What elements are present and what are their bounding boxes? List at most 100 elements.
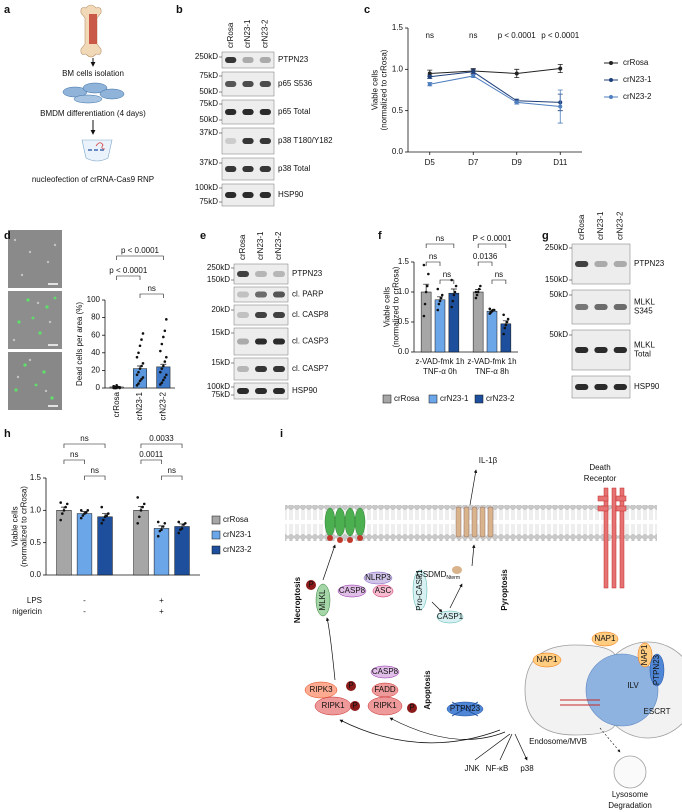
- annotation: 0.0011: [139, 450, 163, 459]
- blot-band: [237, 312, 249, 318]
- blot-band: [594, 384, 608, 390]
- condition-level: -: [83, 596, 86, 605]
- data-point: [59, 501, 62, 504]
- blot-band: [255, 291, 267, 298]
- data-point: [475, 293, 479, 297]
- data-point: [424, 290, 428, 294]
- blot-band: [242, 81, 254, 87]
- annotation: ns: [147, 284, 155, 293]
- data-point: [436, 287, 440, 291]
- diagram-label: Receptor: [584, 474, 617, 483]
- blot-band: [225, 57, 237, 63]
- data-point: [558, 66, 563, 71]
- data-point: [163, 521, 167, 525]
- data-point: [100, 521, 104, 525]
- blot-band: [273, 312, 285, 318]
- blot-band: [273, 271, 285, 277]
- data-point: [81, 514, 85, 517]
- data-point: [159, 370, 162, 374]
- x-tick-label: z-VAD-fmk 1h: [415, 357, 464, 366]
- data-point: [165, 355, 168, 359]
- data-point: [425, 284, 429, 288]
- data-point: [163, 376, 167, 379]
- blot-band: [237, 366, 249, 372]
- data-point: [84, 510, 88, 514]
- y-tick-label: 60: [91, 330, 100, 339]
- data-point: [504, 323, 508, 327]
- data-point: [471, 73, 476, 78]
- blot-band: [225, 138, 237, 144]
- diagram-label: Pyroptosis: [500, 569, 509, 611]
- y-axis-label: Viable cells: [11, 506, 20, 546]
- comparison-bracket: [139, 293, 164, 298]
- data-point: [141, 505, 144, 509]
- data-point: [427, 82, 432, 87]
- mw-marker: 50kD: [199, 87, 218, 96]
- legend-swatch: [211, 545, 221, 555]
- data-point: [450, 305, 453, 309]
- data-point: [427, 272, 430, 276]
- panel-label: g: [542, 230, 549, 242]
- series-line: [429, 71, 561, 103]
- data-point: [79, 509, 83, 512]
- condition-label: nigericin: [12, 607, 42, 616]
- comparison-bracket: [425, 261, 441, 266]
- bar: [156, 366, 171, 389]
- bar: [76, 513, 93, 576]
- annotation: 0.0033: [149, 434, 174, 443]
- data-point: [135, 355, 139, 359]
- y-tick-label: 1.0: [30, 505, 42, 514]
- data-point: [135, 373, 139, 377]
- comparison-bracket: [116, 275, 141, 280]
- mw-marker: 100kD: [207, 382, 230, 391]
- blot-band: [575, 384, 589, 390]
- blot-band: [613, 261, 627, 267]
- comparison-bracket: [439, 279, 455, 284]
- data-point: [138, 379, 142, 383]
- blot-label: MLKL: [634, 298, 655, 307]
- data-point: [184, 521, 187, 525]
- bar: [56, 510, 72, 576]
- diagram-label: PTPN23: [652, 654, 661, 685]
- y-tick-label: 40: [91, 348, 100, 357]
- blot-band: [237, 388, 249, 394]
- step-label: BMDM differentiation (4 days): [40, 109, 146, 118]
- data-point: [180, 527, 184, 530]
- diagram-label: JNK: [464, 764, 480, 773]
- data-point: [439, 296, 443, 300]
- data-point: [162, 335, 165, 339]
- data-point: [62, 509, 66, 512]
- blot-band: [225, 166, 237, 172]
- blot-band: [237, 338, 249, 345]
- diagram-label: Lysosome: [612, 790, 649, 799]
- blot-band: [242, 138, 254, 144]
- mw-marker: 37kD: [199, 158, 218, 167]
- bar: [174, 526, 190, 576]
- blot-band: [575, 304, 589, 310]
- blot-label: HSP90: [278, 190, 304, 199]
- diagram-label: RIPK3: [309, 685, 333, 694]
- blot-band: [242, 192, 254, 198]
- annotation: p < 0.0001: [498, 31, 537, 40]
- legend-label: crN23-2: [223, 545, 252, 554]
- condition-level: +: [159, 607, 164, 616]
- comparison-bracket: [140, 443, 183, 448]
- data-point: [440, 293, 444, 297]
- lane-label: crN23-1: [243, 19, 252, 48]
- x-tick-label: D11: [553, 158, 568, 167]
- series-line: [429, 68, 561, 74]
- data-point: [159, 349, 162, 353]
- data-point: [451, 299, 455, 303]
- data-point: [163, 329, 167, 333]
- x-tick-label: crN23-2: [158, 391, 167, 420]
- panel-a-art: [62, 4, 125, 162]
- legend-label: crRosa: [623, 58, 649, 67]
- y-tick-label: 1.0: [392, 64, 404, 73]
- annotation: ns: [426, 31, 434, 40]
- legend-label: crN23-1: [623, 75, 652, 84]
- data-point: [137, 382, 140, 385]
- blot-band: [259, 57, 271, 63]
- diagram-label: MLKL: [318, 589, 327, 610]
- data-point: [79, 516, 83, 520]
- data-point: [514, 100, 519, 105]
